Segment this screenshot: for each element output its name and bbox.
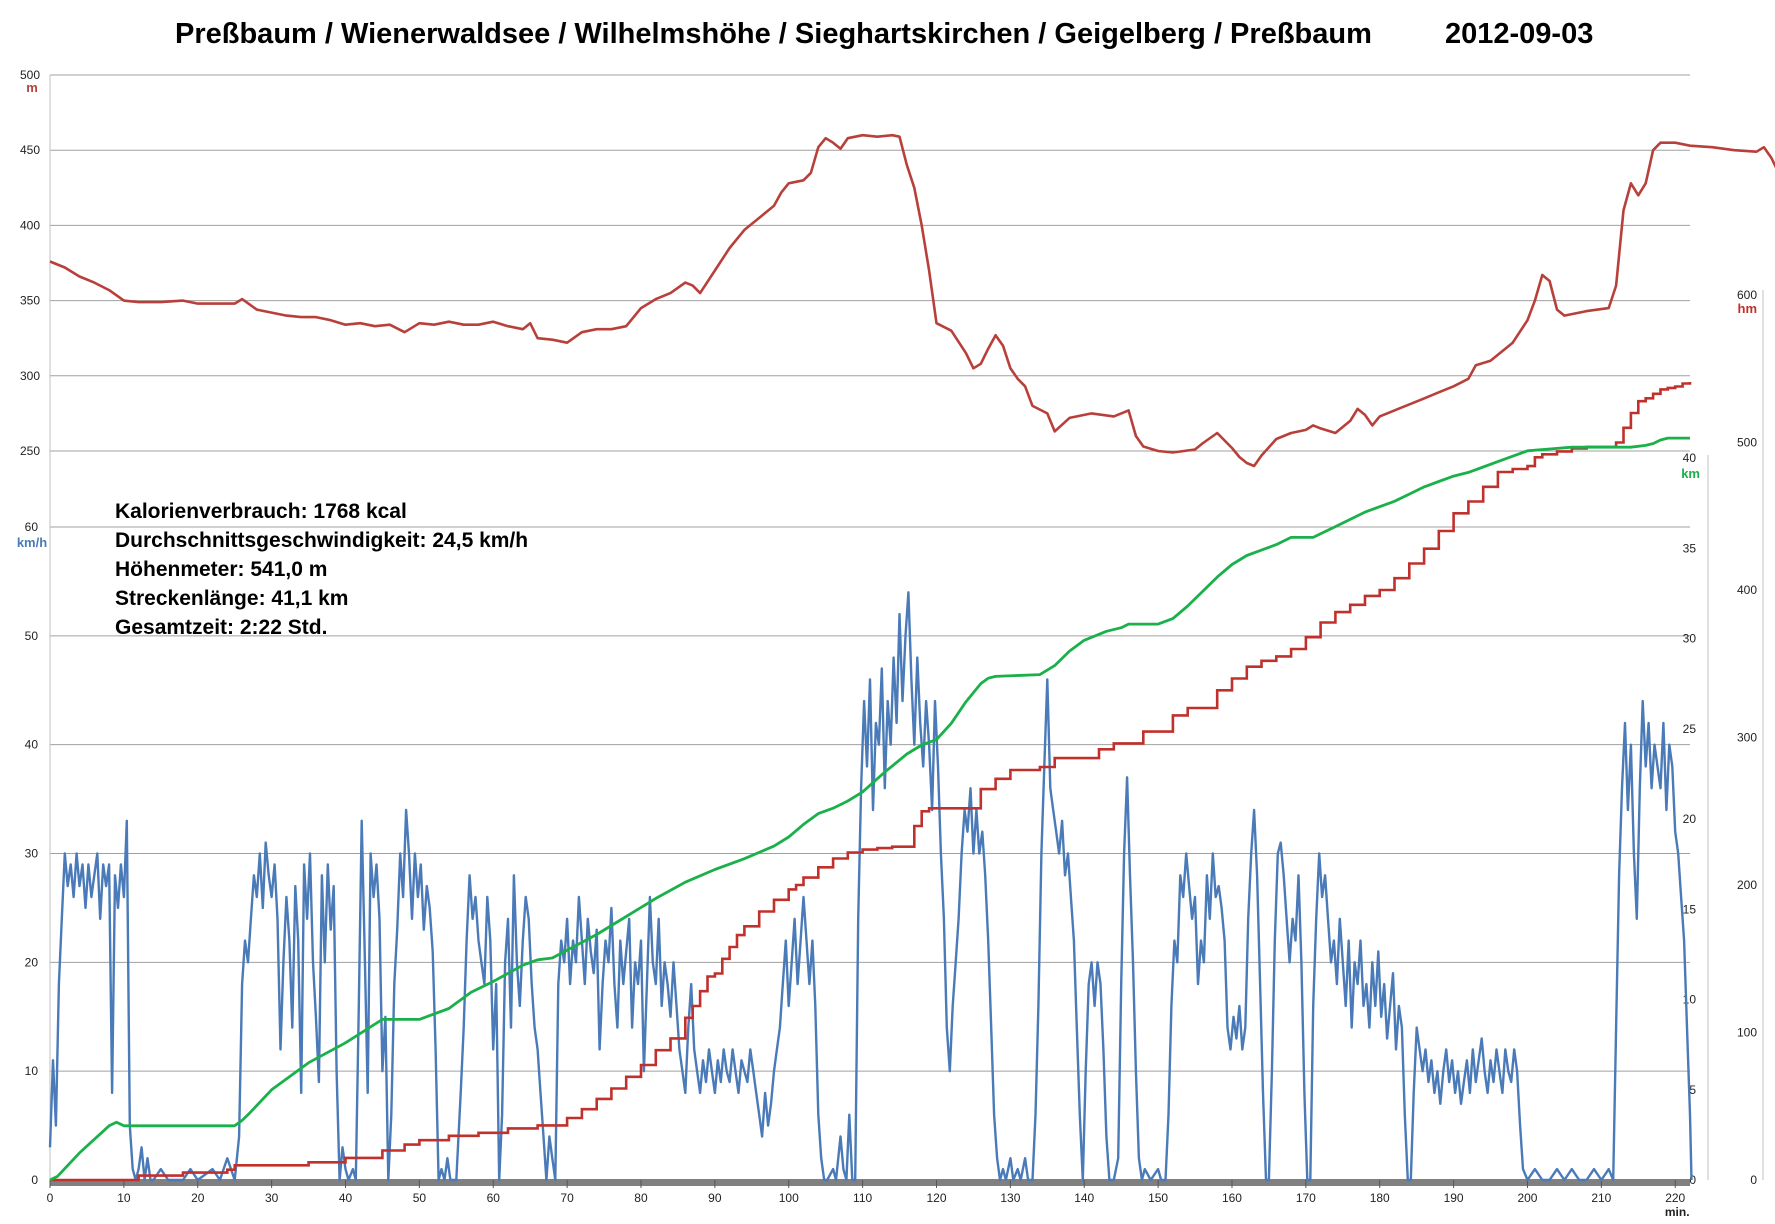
x-tick-label: 20	[191, 1191, 205, 1205]
stats-box: Kalorienverbrauch: 1768 kcal Durchschnit…	[115, 500, 528, 639]
climb-series-line	[50, 382, 1692, 1182]
speed-tick-label: 30	[25, 847, 39, 861]
speed-tick-label: 10	[25, 1064, 39, 1078]
grid-lines	[50, 74, 1690, 1072]
chart-title: Preßbaum / Wienerwaldsee / Wilhelmshöhe …	[175, 18, 1372, 50]
elevation-unit-label: m	[26, 80, 38, 95]
stat-calories: Kalorienverbrauch: 1768 kcal	[115, 500, 407, 523]
climb-tick-label: 100	[1737, 1026, 1757, 1040]
series	[48, 133, 1775, 1182]
distance-tick-label: 0	[1689, 1173, 1696, 1187]
distance-tick-label: 25	[1683, 722, 1697, 736]
x-tick-label: 100	[779, 1191, 799, 1205]
stat-total-time: Gesamtzeit: 2:22 Std.	[115, 616, 327, 639]
distance-tick-label: 20	[1683, 812, 1697, 826]
climb-tick-label: 200	[1737, 878, 1757, 892]
speed-series-line	[48, 591, 1693, 1182]
x-tick-label: 180	[1370, 1191, 1390, 1205]
x-tick-label: 60	[487, 1191, 501, 1205]
x-axis-label: min.	[1665, 1205, 1690, 1219]
x-tick-label: 70	[560, 1191, 574, 1205]
x-tick-label: 10	[117, 1191, 131, 1205]
speed-tick-label: 60	[25, 520, 39, 534]
axes: 250300350400450500m0102030405060km/h0510…	[17, 68, 1764, 1219]
distance-tick-label: 35	[1683, 541, 1697, 555]
climb-tick-label: 0	[1750, 1173, 1757, 1187]
x-tick-label: 90	[708, 1191, 722, 1205]
x-tick-label: 30	[265, 1191, 279, 1205]
x-tick-label: 190	[1444, 1191, 1464, 1205]
elevation-tick-label: 300	[20, 369, 40, 383]
x-tick-label: 200	[1517, 1191, 1537, 1205]
elevation-tick-label: 450	[20, 143, 40, 157]
climb-unit-label: hm	[1738, 301, 1758, 316]
elevation-tick-label: 500	[20, 68, 40, 82]
x-axis-bar	[50, 1179, 1690, 1186]
x-tick-label: 120	[926, 1191, 946, 1205]
chart-date: 2012-09-03	[1445, 18, 1593, 50]
x-tick-label: 130	[1000, 1191, 1020, 1205]
x-tick-label: 160	[1222, 1191, 1242, 1205]
stat-elevation-gain: Höhenmeter: 541,0 m	[115, 558, 327, 581]
x-tick-label: 40	[339, 1191, 353, 1205]
distance-tick-label: 10	[1683, 993, 1697, 1007]
elevation-series-line	[49, 133, 1775, 468]
distance-tick-label: 30	[1683, 632, 1697, 646]
elevation-tick-label: 250	[20, 444, 40, 458]
x-tick-label: 150	[1148, 1191, 1168, 1205]
x-tick-label: 110	[853, 1191, 872, 1205]
speed-tick-label: 0	[31, 1173, 38, 1187]
distance-tick-label: 5	[1689, 1083, 1696, 1097]
distance-tick-label: 15	[1683, 902, 1697, 916]
speed-tick-label: 40	[25, 738, 39, 752]
elevation-tick-label: 350	[20, 294, 40, 308]
stat-average-speed: Durchschnittsgeschwindigkeit: 24,5 km/h	[115, 529, 528, 552]
x-tick-label: 50	[413, 1191, 427, 1205]
distance-unit-label: km	[1681, 466, 1700, 481]
elevation-tick-label: 400	[20, 218, 40, 232]
x-tick-label: 210	[1591, 1191, 1611, 1205]
x-tick-label: 170	[1296, 1191, 1316, 1205]
distance-tick-label: 40	[1683, 451, 1697, 465]
speed-tick-label: 50	[25, 629, 39, 643]
climb-tick-label: 500	[1737, 436, 1757, 450]
speed-unit-label: km/h	[17, 535, 47, 550]
x-tick-label: 0	[47, 1191, 54, 1205]
speed-tick-label: 20	[25, 955, 39, 969]
stat-distance: Streckenlänge: 41,1 km	[115, 587, 348, 610]
distance-series-line	[49, 436, 1690, 1182]
x-tick-label: 220	[1665, 1191, 1685, 1205]
x-tick-label: 80	[634, 1191, 648, 1205]
climb-tick-label: 600	[1737, 288, 1757, 302]
climb-tick-label: 300	[1737, 731, 1757, 745]
climb-tick-label: 400	[1737, 583, 1757, 597]
x-tick-label: 140	[1074, 1191, 1094, 1205]
